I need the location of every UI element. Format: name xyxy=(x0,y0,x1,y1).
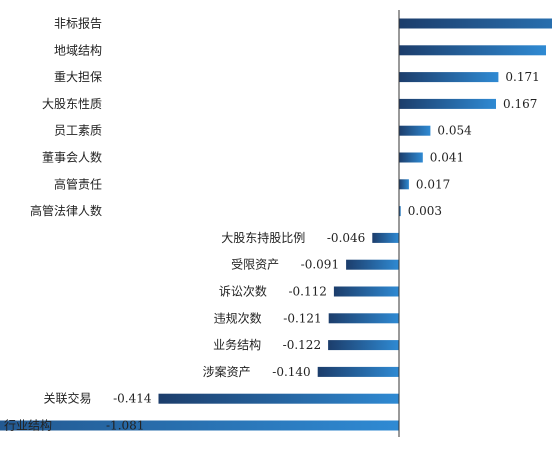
category-label: 重大担保 xyxy=(54,70,102,84)
category-label: 地域结构 xyxy=(54,42,102,57)
category-label: 大股东性质 xyxy=(42,97,102,111)
data-label: 0.171 xyxy=(505,70,539,84)
bar xyxy=(399,125,431,136)
category-label: 诉讼次数 xyxy=(219,284,267,299)
bar xyxy=(399,18,552,29)
bars-layer xyxy=(0,18,552,431)
category-label: 大股东持股比例 xyxy=(221,230,305,245)
bar xyxy=(399,206,401,217)
category-label: 涉案资产 xyxy=(203,364,251,379)
category-label: 董事会人数 xyxy=(42,150,102,165)
category-label: 高管责任 xyxy=(54,176,102,191)
bar xyxy=(328,340,399,351)
bar xyxy=(0,420,399,431)
bar xyxy=(399,152,423,163)
data-label: -0.121 xyxy=(283,311,321,325)
bar xyxy=(328,313,399,324)
data-label: -0.046 xyxy=(327,231,365,245)
bar xyxy=(399,72,499,83)
data-label: -0.140 xyxy=(272,365,310,379)
category-label: 受限资产 xyxy=(231,258,279,272)
data-label: -0.112 xyxy=(288,285,326,299)
bar xyxy=(399,179,409,190)
category-label: 关联交易 xyxy=(43,391,91,406)
data-label: 0.167 xyxy=(503,97,537,111)
bar xyxy=(317,366,399,377)
bar xyxy=(399,98,496,109)
bar xyxy=(372,232,399,243)
data-label: -0.122 xyxy=(283,338,321,352)
bar xyxy=(399,45,546,56)
data-label: -1.081 xyxy=(106,419,144,433)
data-label: 0.041 xyxy=(430,151,464,165)
category-label: 违规次数 xyxy=(214,310,262,325)
data-label: -0.414 xyxy=(113,392,152,406)
data-label: 0.054 xyxy=(437,124,472,138)
bar xyxy=(158,393,399,404)
data-label: 0.003 xyxy=(408,204,442,218)
data-label: -0.091 xyxy=(301,258,339,272)
category-label: 非标报告 xyxy=(54,16,102,31)
category-label: 行业结构 xyxy=(4,418,52,433)
labels-layer: 0.409非标报告0.253地域结构0.171重大担保0.167大股东性质0.0… xyxy=(4,16,540,433)
category-label: 业务结构 xyxy=(213,337,261,352)
bar xyxy=(346,259,399,270)
bar xyxy=(333,286,399,297)
category-label: 高管法律人数 xyxy=(30,203,102,218)
data-label: 0.017 xyxy=(416,177,450,191)
category-label: 员工素质 xyxy=(54,124,102,138)
